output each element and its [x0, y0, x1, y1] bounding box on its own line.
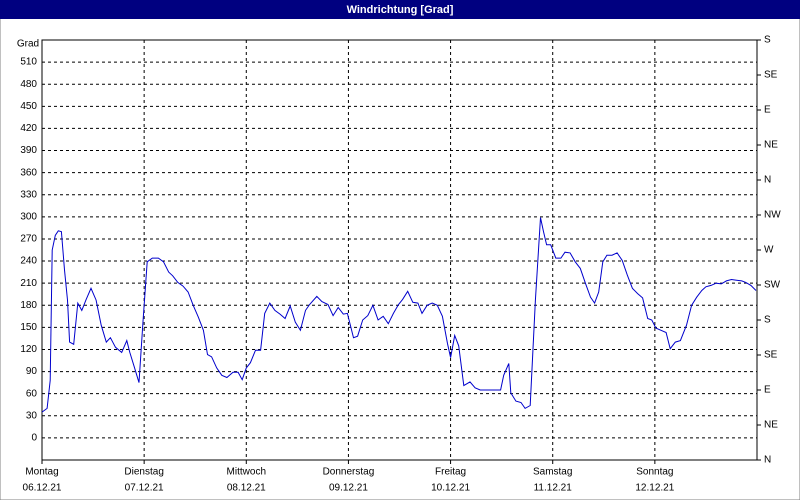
x-tick-label: 12.12.21	[635, 483, 674, 494]
x-tick-label: 07.12.21	[125, 483, 164, 494]
y-tick-label: 300	[20, 211, 37, 222]
x-tick-label: 11.12.21	[534, 483, 573, 494]
y-tick-label: 120	[20, 344, 37, 355]
y-tick-label: 360	[20, 167, 37, 178]
x-tick-label: 09.12.21	[329, 483, 368, 494]
y2-tick-label: E	[764, 385, 771, 396]
y2-tick-label: SE	[764, 70, 778, 81]
y2-tick-label: NE	[764, 140, 778, 151]
y2-tick-label: NW	[764, 210, 781, 221]
y-tick-label: 150	[20, 322, 37, 333]
x-tick-label: Montag	[25, 467, 58, 478]
y-tick-label: 60	[26, 388, 38, 399]
y-tick-label: 240	[20, 256, 37, 267]
y2-tick-label: N	[764, 175, 771, 186]
x-tick-label: 06.12.21	[23, 483, 62, 494]
y2-tick-label: E	[764, 105, 771, 116]
x-tick-label: Mittwoch	[227, 467, 266, 478]
x-tick-label: Donnerstag	[323, 467, 375, 478]
plot-frame	[41, 39, 758, 461]
y-tick-label: 30	[26, 410, 38, 421]
y-tick-label: 390	[20, 145, 37, 156]
y-tick-label: 450	[20, 101, 37, 112]
x-tick-label: Sonntag	[636, 467, 673, 478]
x-tick-label: 10.12.21	[431, 483, 470, 494]
y-tick-label: 90	[26, 366, 38, 377]
title-bar	[0, 0, 800, 19]
chart-title: Windrichtung [Grad]	[347, 4, 454, 16]
y-tick-label: 330	[20, 189, 37, 200]
y2-tick-label: S	[764, 35, 771, 46]
y-tick-label: 0	[31, 433, 37, 444]
y2-tick-label: W	[764, 245, 774, 256]
y-tick-label: 210	[20, 278, 37, 289]
y2-tick-label: NE	[764, 420, 778, 431]
x-tick-label: Samstag	[533, 467, 572, 478]
y-axis-label: Grad	[17, 39, 39, 50]
y2-tick-label: SE	[764, 350, 778, 361]
y-tick-label: 270	[20, 234, 37, 245]
y-tick-label: 510	[20, 57, 37, 68]
wind-direction-line	[41, 217, 757, 413]
y-tick-label: 480	[20, 79, 37, 90]
y2-tick-label: SW	[764, 280, 781, 291]
x-tick-label: 08.12.21	[227, 483, 266, 494]
x-tick-label: Freitag	[435, 467, 466, 478]
y2-tick-label: S	[764, 315, 771, 326]
y2-tick-label: N	[764, 455, 771, 466]
x-tick-label: Dienstag	[124, 467, 163, 478]
y-tick-label: 180	[20, 300, 37, 311]
y-tick-label: 420	[20, 123, 37, 134]
